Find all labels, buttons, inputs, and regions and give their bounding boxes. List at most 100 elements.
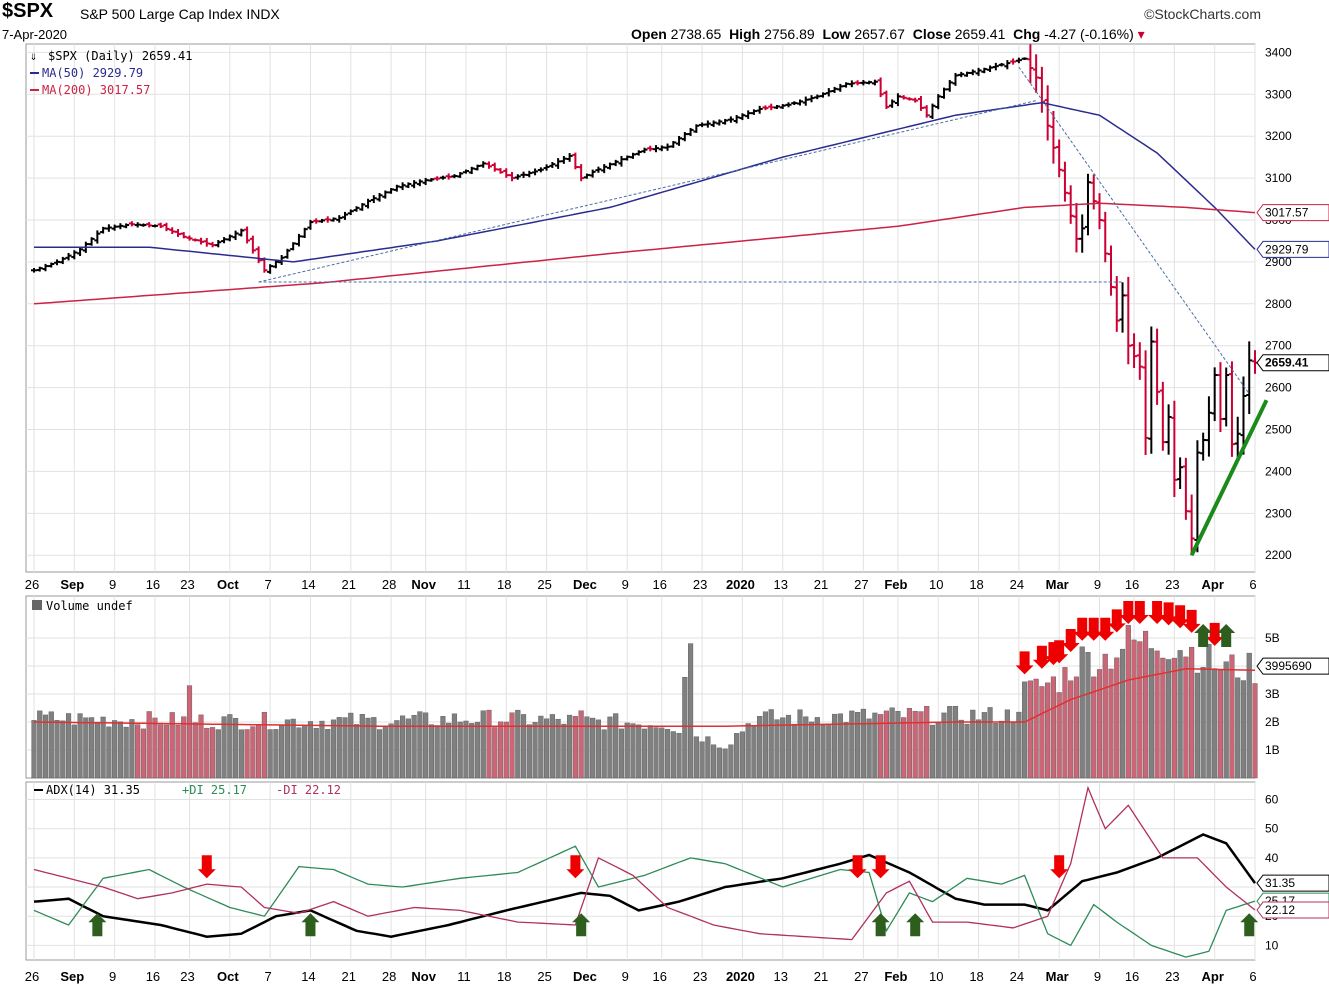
price-bar <box>572 152 579 170</box>
volume-bar <box>797 709 803 779</box>
volume-bar <box>250 726 256 779</box>
volume-bar <box>169 712 175 779</box>
volume-bar <box>1085 652 1091 779</box>
volume-bar <box>1183 656 1189 779</box>
x-tick-label-bottom: 14 <box>301 969 315 984</box>
x-tick-label-bottom: 24 <box>1010 969 1024 984</box>
volume-bar <box>711 744 717 779</box>
price-bar <box>77 246 84 257</box>
price-bar <box>917 96 924 111</box>
volume-bar <box>688 643 694 779</box>
x-tick-label-bottom: 21 <box>342 969 356 984</box>
x-tick-label-top: Dec <box>573 577 597 592</box>
volume-bar <box>745 723 751 779</box>
price-bar <box>837 83 844 92</box>
x-tick-label-top: 11 <box>457 577 471 592</box>
price-bar <box>929 103 936 119</box>
price-bar <box>65 252 72 261</box>
x-tick-label-top: 25 <box>537 577 551 592</box>
volume-bar <box>440 716 446 779</box>
brand-watermark: ©StockCharts.com <box>1144 6 1261 22</box>
price-bar <box>641 147 648 154</box>
x-tick-label-top: 21 <box>814 577 828 592</box>
x-tick-label-top: 16 <box>1125 577 1139 592</box>
price-bar <box>1033 54 1040 93</box>
price-bar <box>1004 60 1011 70</box>
volume-bar <box>411 715 417 779</box>
volume-bar <box>676 732 682 779</box>
volume-ma-line <box>33 668 1256 727</box>
volume-bar <box>1004 709 1010 779</box>
volume-bar <box>469 723 475 779</box>
price-bar <box>1021 57 1028 61</box>
price-bar <box>1142 350 1149 456</box>
volume-bar <box>325 729 331 779</box>
volume-bar <box>1079 646 1085 779</box>
volume-bar <box>906 708 912 779</box>
price-bar <box>48 262 55 268</box>
volume-bar <box>233 718 239 779</box>
panel-frame <box>25 43 1256 573</box>
price-bar <box>105 224 112 232</box>
volume-bar <box>446 722 452 779</box>
low-label: Low <box>822 26 851 42</box>
price-bar <box>1056 139 1063 178</box>
price-bar <box>716 119 723 126</box>
x-tick-label-top: 27 <box>854 577 868 592</box>
volume-bar <box>791 723 797 779</box>
volume-bar <box>607 716 613 779</box>
x-tick-label-top: 9 <box>622 577 629 592</box>
volume-bar <box>1056 692 1062 779</box>
price-bar <box>198 237 205 245</box>
volume-bar <box>878 714 884 779</box>
volume-bar <box>1125 625 1131 779</box>
price-bar <box>336 215 343 223</box>
price-bar <box>388 188 395 194</box>
volume-bar <box>826 723 832 779</box>
price-bar <box>566 153 573 162</box>
volume-bar <box>636 724 642 779</box>
price-bar <box>140 223 147 227</box>
price-bar <box>180 232 187 239</box>
price-tick-label: 2800 <box>1265 297 1292 311</box>
price-bar <box>889 99 896 108</box>
adx-down-arrow <box>848 855 867 879</box>
price-bar <box>802 96 809 106</box>
price-bar <box>969 69 976 76</box>
price-bar <box>31 268 37 273</box>
price-bar <box>163 222 170 232</box>
x-tick-label-top: 10 <box>929 577 943 592</box>
price-bar <box>975 67 982 76</box>
price-bar <box>825 88 832 97</box>
x-tick-label-bottom: 16 <box>653 969 667 984</box>
low-value: 2657.67 <box>854 26 905 42</box>
price-bar <box>123 223 130 229</box>
price-bar <box>543 164 550 171</box>
volume-bar <box>595 719 601 779</box>
volume-bar <box>1246 652 1252 779</box>
price-bar <box>906 97 913 101</box>
adx-down-arrow <box>871 855 890 879</box>
adx-down-arrow <box>1050 855 1069 879</box>
volume-bar <box>647 725 653 779</box>
volume-bar <box>855 712 861 779</box>
volume-bar <box>1148 648 1154 779</box>
ma200-value-tag-text: 3017.57 <box>1265 206 1309 220</box>
x-tick-label-top: 24 <box>1010 577 1024 592</box>
price-bar <box>958 71 965 78</box>
volume-bar <box>999 720 1005 779</box>
volume-bar <box>1108 668 1114 779</box>
x-tick-label-top: 2020 <box>726 577 755 592</box>
x-tick-label-top: 16 <box>146 577 160 592</box>
volume-bar <box>163 724 170 779</box>
volume-bar <box>1206 643 1212 779</box>
volume-bar <box>739 731 745 779</box>
x-tick-label-top: Sep <box>60 577 84 592</box>
price-bar <box>491 162 498 172</box>
x-tick-label-top: 7 <box>265 577 272 592</box>
price-bar <box>100 226 107 234</box>
volume-bar <box>60 720 66 779</box>
price-legend: $SPX (Daily) 2659.41 <box>48 49 193 63</box>
volume-bar <box>221 716 227 779</box>
x-tick-label-bottom: 10 <box>929 969 943 984</box>
